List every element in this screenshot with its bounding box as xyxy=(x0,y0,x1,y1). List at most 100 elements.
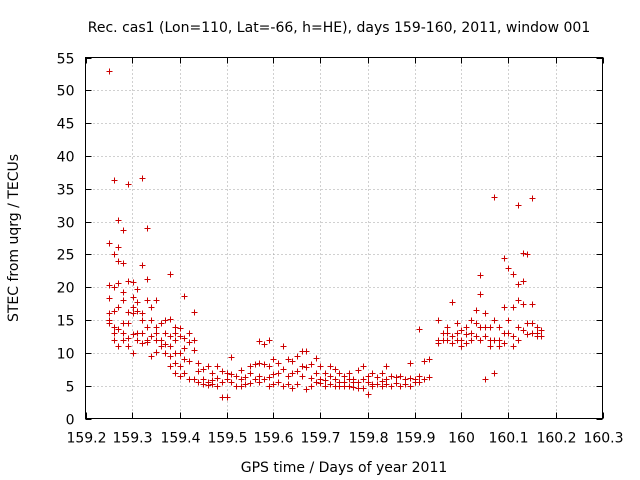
data-point-plus-marker xyxy=(186,358,193,365)
data-point-plus-marker xyxy=(134,299,141,306)
y-tick-labels: 0 5 10 15 20 25 30 35 40 45 50 55 xyxy=(57,52,75,429)
data-point-plus-marker xyxy=(205,382,212,389)
data-point-plus-marker xyxy=(397,383,404,390)
data-point-plus-marker xyxy=(289,358,296,365)
data-point-plus-marker xyxy=(388,373,395,380)
data-point-plus-marker xyxy=(294,381,301,388)
data-point-plus-marker xyxy=(515,337,522,344)
data-point-plus-marker xyxy=(181,345,188,352)
data-point-plus-marker xyxy=(416,326,423,333)
data-point-plus-marker xyxy=(520,250,527,257)
data-point-plus-marker xyxy=(280,366,287,373)
data-point-plus-marker xyxy=(111,337,118,344)
data-point-plus-marker xyxy=(148,333,155,340)
data-point-plus-marker xyxy=(458,337,465,344)
data-point-plus-marker xyxy=(177,325,184,332)
data-point-plus-marker xyxy=(369,383,376,390)
data-point-plus-marker xyxy=(289,385,296,392)
data-point-plus-marker xyxy=(482,310,489,317)
data-point-plus-marker xyxy=(491,370,498,377)
data-point-plus-marker xyxy=(294,353,301,360)
data-point-plus-marker xyxy=(252,361,259,368)
data-point-plus-marker xyxy=(510,343,517,350)
data-point-plus-marker xyxy=(346,370,353,377)
data-point-plus-marker xyxy=(167,343,174,350)
data-point-plus-marker xyxy=(214,375,221,382)
data-point-plus-marker xyxy=(322,383,329,390)
data-point-plus-marker xyxy=(308,375,315,382)
x-tick-label: 160.2 xyxy=(536,431,576,447)
data-point-plus-marker xyxy=(407,383,414,390)
data-point-plus-marker xyxy=(153,324,160,331)
data-point-plus-marker xyxy=(115,343,122,350)
data-point-plus-marker xyxy=(275,370,282,377)
data-point-plus-marker xyxy=(313,355,320,362)
data-point-plus-marker xyxy=(177,350,184,357)
data-point-plus-marker xyxy=(501,304,508,311)
data-point-plus-marker xyxy=(139,317,146,324)
x-tick-label: 159.7 xyxy=(300,431,340,447)
data-point-plus-marker xyxy=(148,304,155,311)
data-point-plus-marker xyxy=(308,383,315,390)
data-point-plus-marker xyxy=(238,383,245,390)
data-point-plus-marker xyxy=(360,363,367,370)
data-point-plus-marker xyxy=(181,335,188,342)
data-point-plus-marker xyxy=(209,370,216,377)
data-point-plus-marker xyxy=(266,383,273,390)
y-tick-label: 25 xyxy=(57,248,75,264)
data-point-plus-marker xyxy=(120,297,127,304)
data-point-plus-marker xyxy=(379,383,386,390)
data-point-plus-marker xyxy=(219,368,226,375)
x-tick-label: 159.3 xyxy=(112,431,152,447)
data-point-plus-marker xyxy=(393,380,400,387)
data-point-plus-marker xyxy=(125,335,132,342)
y-tick-label: 35 xyxy=(57,183,75,199)
data-point-plus-marker xyxy=(219,379,226,386)
data-point-plus-marker xyxy=(228,354,235,361)
data-point-plus-marker xyxy=(256,379,263,386)
data-point-plus-marker xyxy=(468,317,475,324)
data-point-plus-marker xyxy=(449,333,456,340)
data-point-plus-marker xyxy=(332,366,339,373)
data-point-plus-marker xyxy=(388,383,395,390)
data-point-plus-marker xyxy=(444,337,451,344)
data-point-plus-marker xyxy=(487,324,494,331)
data-point-plus-marker xyxy=(256,373,263,380)
data-point-plus-marker xyxy=(261,376,268,383)
data-point-plus-marker xyxy=(256,338,263,345)
x-tick-label: 159.6 xyxy=(253,431,293,447)
data-point-plus-marker xyxy=(421,358,428,365)
data-point-plus-marker xyxy=(214,363,221,370)
data-point-plus-marker xyxy=(299,363,306,370)
data-point-plus-marker xyxy=(266,337,273,344)
y-tick-label: 15 xyxy=(57,314,75,330)
data-point-plus-marker xyxy=(200,366,207,373)
data-point-plus-marker xyxy=(130,294,137,301)
data-point-plus-marker xyxy=(477,337,484,344)
data-point-plus-marker xyxy=(426,374,433,381)
data-point-plus-marker xyxy=(280,383,287,390)
data-point-plus-marker xyxy=(153,349,160,356)
data-point-plus-marker xyxy=(106,282,113,289)
x-tick-label: 159.4 xyxy=(160,431,200,447)
data-point-plus-marker xyxy=(238,367,245,374)
data-point-plus-marker xyxy=(177,363,184,370)
data-point-plus-marker xyxy=(365,391,372,398)
data-point-plus-marker xyxy=(468,330,475,337)
data-point-plus-marker xyxy=(228,379,235,386)
data-point-plus-marker xyxy=(120,337,127,344)
data-point-plus-marker xyxy=(369,370,376,377)
data-point-plus-marker xyxy=(468,337,475,344)
data-point-plus-marker xyxy=(224,376,231,383)
data-point-plus-marker xyxy=(172,324,179,331)
data-point-plus-marker xyxy=(144,276,151,283)
data-point-plus-marker xyxy=(120,330,127,337)
data-point-plus-marker xyxy=(496,343,503,350)
data-point-plus-marker xyxy=(365,373,372,380)
data-point-plus-marker xyxy=(266,374,273,381)
data-point-plus-marker xyxy=(520,278,527,285)
data-point-plus-marker xyxy=(120,289,127,296)
data-point-plus-marker xyxy=(524,251,531,258)
data-point-plus-marker xyxy=(115,258,122,265)
data-point-plus-marker xyxy=(134,286,141,293)
